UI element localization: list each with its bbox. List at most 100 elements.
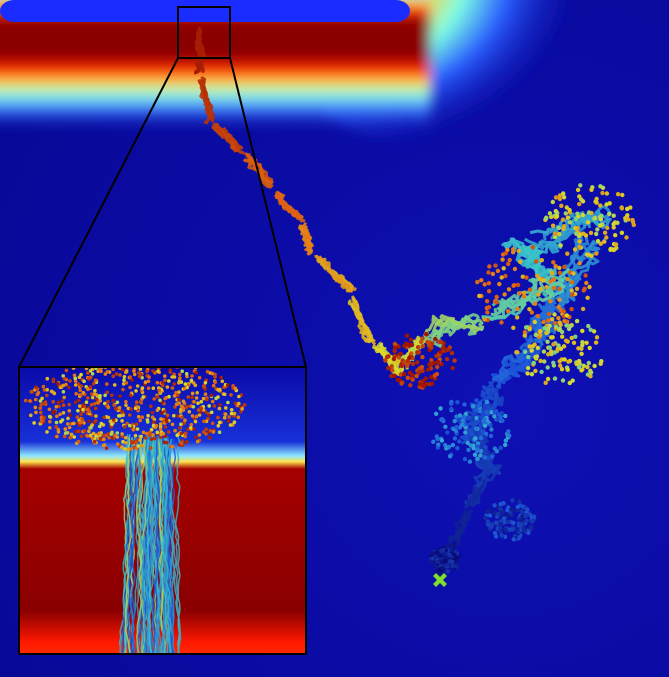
chain-segment: [490, 271, 496, 277]
chain-segment: [67, 385, 71, 390]
chain-segment: [383, 358, 388, 363]
chain-segment: [396, 344, 401, 349]
chain-segment: [414, 373, 419, 379]
chain-segment: [517, 499, 522, 504]
chain-segment: [68, 379, 72, 383]
chain-segment: [81, 403, 85, 407]
chain-segment: [625, 206, 630, 212]
chain-segment: [497, 281, 502, 287]
chain-segment: [138, 367, 143, 371]
chain-segment: [183, 431, 188, 436]
chain-segment: [125, 421, 129, 426]
chain-segment: [588, 230, 594, 236]
chain-segment: [94, 434, 98, 438]
chain-segment: [390, 368, 395, 373]
chain-segment: [552, 350, 557, 355]
chain-segment: [416, 349, 422, 355]
chain-segment: [520, 274, 525, 279]
chain-segment: [567, 207, 572, 213]
chain-segment: [565, 215, 571, 220]
chain-segment: [539, 258, 544, 263]
chain-segment: [186, 427, 190, 432]
chain-segment: [466, 447, 471, 453]
chain-segment: [522, 333, 527, 338]
chain-segment: [141, 430, 146, 435]
chain-segment: [437, 553, 443, 559]
chain-segment: [93, 419, 98, 423]
chain-segment: [483, 431, 489, 436]
zoom-line: [18, 57, 179, 368]
chain-segment: [184, 372, 189, 376]
chain-segment: [433, 563, 438, 569]
chain-segment: [492, 414, 497, 419]
chain-segment: [455, 511, 468, 541]
chain-segment: [562, 264, 567, 270]
chain-segment: [121, 439, 125, 444]
chain-segment: [111, 418, 116, 422]
chain-segment: [236, 415, 241, 420]
chain-segment: [450, 442, 456, 448]
chain-segment: [151, 386, 156, 391]
chain-segment: [435, 364, 440, 370]
chain-segment: [42, 388, 47, 392]
chain-segment: [502, 292, 507, 297]
chain-segment: [76, 409, 80, 413]
chain-segment: [47, 407, 52, 412]
chain-segment: [484, 399, 490, 405]
chain-segment: [177, 390, 181, 394]
chain-segment: [607, 201, 612, 206]
chain-segment: [213, 380, 217, 385]
chain-segment: [441, 547, 446, 553]
chain-segment: [479, 435, 484, 441]
chain-segment: [541, 278, 546, 283]
chain-segment: [569, 280, 575, 285]
chain-segment: [473, 436, 478, 441]
chain-segment: [102, 415, 106, 420]
chain-segment: [420, 383, 426, 388]
chain-segment: [67, 409, 72, 413]
chain-segment: [440, 566, 446, 571]
chain-segment: [591, 329, 597, 334]
chain-segment: [529, 310, 535, 315]
chain-segment: [186, 395, 191, 399]
chain-segment: [160, 411, 164, 415]
chain-segment: [553, 263, 558, 269]
chain-segment: [515, 282, 521, 288]
chain-segment: [175, 393, 180, 398]
chain-segment: [550, 199, 555, 205]
chain-segment: [449, 406, 454, 412]
chain-segment: [613, 242, 619, 247]
chain-segment: [56, 430, 61, 434]
chain-segment: [122, 378, 126, 383]
chain-segment: [61, 390, 66, 394]
chain-segment: [123, 435, 128, 440]
chain-segment: [525, 371, 530, 376]
chain-segment: [415, 345, 421, 350]
chain-segment: [29, 413, 33, 418]
chain-segment: [503, 527, 508, 532]
chain-segment: [178, 426, 182, 430]
chain-segment: [109, 425, 114, 429]
chain-segment: [580, 328, 585, 334]
chain-segment: [474, 415, 479, 421]
chain-segment: [420, 344, 425, 349]
chain-segment: [58, 412, 62, 417]
chain-segment: [588, 370, 594, 375]
chain-segment: [455, 446, 460, 451]
chain-segment: [536, 292, 541, 297]
chain-segment: [121, 387, 125, 392]
chain-segment: [79, 393, 83, 398]
chain-segment: [495, 268, 501, 274]
chain-segment: [167, 379, 171, 383]
chain-segment: [317, 257, 352, 293]
chain-segment: [474, 398, 479, 403]
chain-segment: [120, 445, 124, 450]
chain-segment: [528, 524, 534, 530]
chain-segment: [503, 442, 508, 448]
chain-segment: [552, 234, 558, 240]
chain-segment: [525, 507, 530, 512]
chain-segment: [194, 396, 199, 400]
chain-segment: [61, 403, 66, 408]
chain-segment: [531, 360, 536, 366]
chain-segment: [157, 388, 162, 393]
